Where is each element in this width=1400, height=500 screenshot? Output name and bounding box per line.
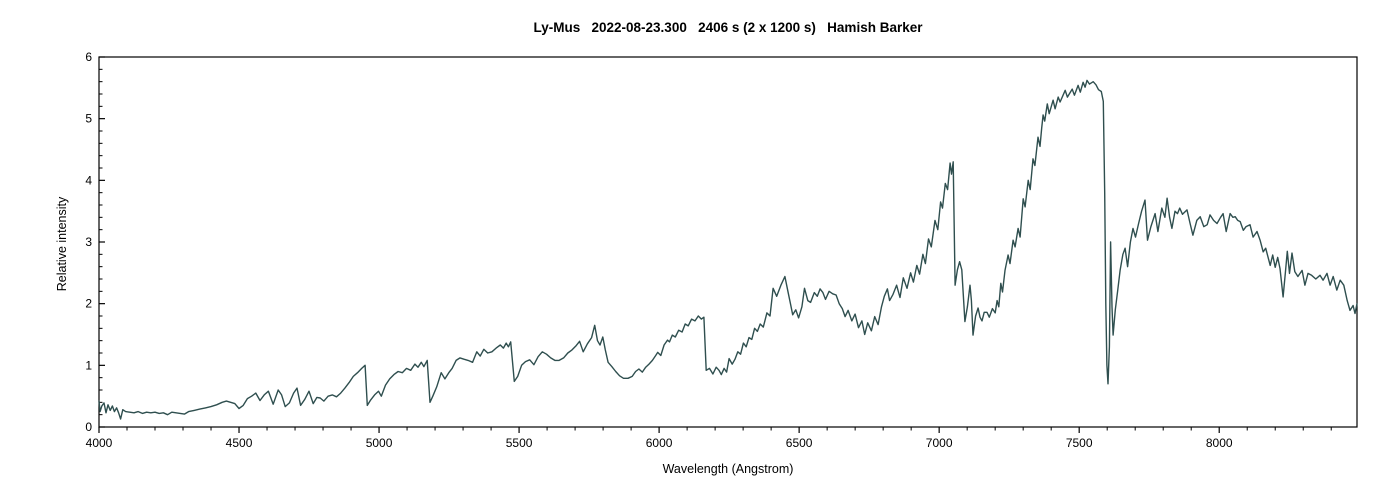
y-tick-label: 5: [85, 112, 92, 126]
x-tick-label: 7500: [1066, 436, 1093, 450]
plot-border: [98, 56, 1358, 428]
x-tick-label: 7000: [926, 436, 953, 450]
y-tick-label: 2: [85, 297, 92, 311]
x-tick-label: 4000: [86, 436, 113, 450]
x-axis-label: Wavelength (Angstrom): [662, 462, 794, 476]
y-tick-label: 6: [85, 50, 92, 64]
chart-title: Ly-Mus 2022-08-23.300 2406 s (2 x 1200 s…: [533, 20, 923, 35]
y-tick-label: 4: [85, 173, 92, 187]
y-tick-label: 3: [85, 235, 92, 249]
x-tick-label: 8000: [1206, 436, 1233, 450]
spectrum-curve: [98, 79, 1358, 420]
x-tick-label: 5000: [366, 436, 393, 450]
x-tick-label: 5500: [506, 436, 533, 450]
y-tick-label: 1: [85, 358, 92, 372]
x-tick-label: 6000: [646, 436, 673, 450]
y-tick-label: 0: [85, 420, 92, 434]
x-tick-label: 4500: [226, 436, 253, 450]
x-tick-label: 6500: [786, 436, 813, 450]
